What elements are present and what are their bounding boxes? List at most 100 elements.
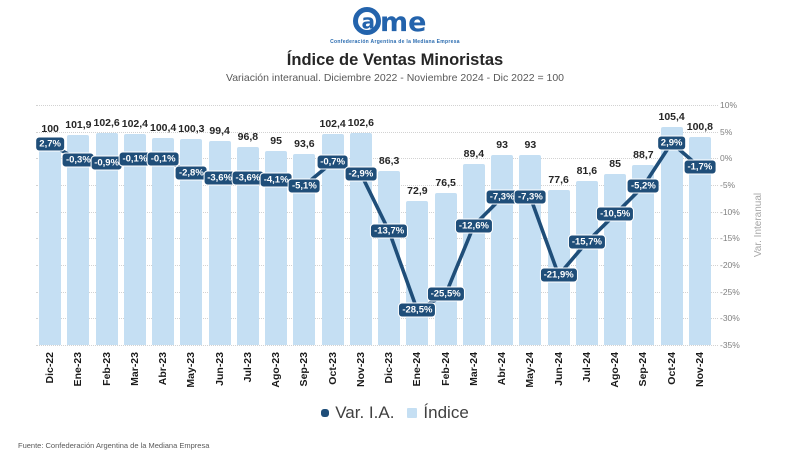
variation-point-label: -7,3% xyxy=(513,189,547,205)
chart-legend: Var. I.A. Índice xyxy=(0,401,790,425)
x-axis-label: Nov-24 xyxy=(693,352,706,388)
variation-point-label: -2,8% xyxy=(174,165,208,181)
x-axis-label: Oct-23 xyxy=(326,352,339,385)
index-bar xyxy=(67,134,90,345)
index-bar xyxy=(434,193,457,345)
legend-label: Var. I.A. xyxy=(335,403,395,422)
source-note: Fuente: Confederación Argentina de la Me… xyxy=(18,441,210,450)
x-axis-label: Jul-24 xyxy=(580,352,593,383)
y-axis-tick-label: -5% xyxy=(720,180,736,190)
index-bar-value-label: 85 xyxy=(609,157,621,170)
index-bar-value-label: 100,3 xyxy=(178,122,205,135)
variation-point-label: -0,1% xyxy=(118,151,152,167)
variation-point-label: 2,7% xyxy=(35,136,65,152)
plot-area: 100 101,9 102,6 102,4 100,4 100,3 99,4 96,8 95 93… xyxy=(35,105,718,346)
index-bar xyxy=(660,126,683,345)
index-bar-value-label: 102,6 xyxy=(347,117,375,130)
index-bar-value-label: 99,4 xyxy=(209,124,230,137)
gridline xyxy=(36,345,718,346)
index-bar xyxy=(123,133,146,345)
svg-text:me: me xyxy=(380,7,426,38)
x-axis-label: Abr-23 xyxy=(157,352,170,386)
index-bar xyxy=(632,165,655,345)
legend-item: Var. I.A. xyxy=(321,403,394,423)
index-bar-value-label: 86,3 xyxy=(378,154,400,167)
y-axis-tick-label: -20% xyxy=(720,260,740,270)
y-axis-tick-label: -35% xyxy=(720,340,740,350)
x-axis-label: Jun-23 xyxy=(213,352,226,386)
x-axis-label: Jun-24 xyxy=(552,352,565,386)
y-axis-tick-label: -25% xyxy=(720,286,740,297)
variation-point-label: -0,3% xyxy=(61,152,95,168)
x-axis-label: Sep-23 xyxy=(298,352,311,387)
variation-point-label: -12,6% xyxy=(454,218,493,234)
x-axis-label: Ene-23 xyxy=(72,352,85,387)
index-bar-value-label: 77,6 xyxy=(548,174,569,187)
variation-point-label: -3,6% xyxy=(203,170,237,186)
index-bar xyxy=(293,153,316,345)
x-axis-label: Ene-24 xyxy=(411,352,424,387)
legend-item: Índice xyxy=(407,403,469,423)
variation-point-label: -1,7% xyxy=(683,159,717,175)
variation-point-label: -2,9% xyxy=(344,166,378,182)
x-axis-label: Ago-24 xyxy=(609,352,622,388)
x-axis-label: Ago-23 xyxy=(270,352,283,388)
index-bar-value-label: 89,4 xyxy=(463,147,485,160)
y-axis-title: Var. Interanual xyxy=(753,192,764,258)
index-bar-value-label: 93 xyxy=(524,139,537,152)
index-bar-value-label: 100 xyxy=(41,123,59,136)
index-bar xyxy=(208,140,231,345)
index-bar-value-label: 95 xyxy=(270,134,282,147)
gridline xyxy=(36,105,718,106)
index-bar-value-label: 93 xyxy=(496,139,508,152)
index-bar-value-label: 101,9 xyxy=(65,118,92,131)
index-bar xyxy=(95,133,118,345)
index-bar xyxy=(462,163,485,345)
legend-marker-icon xyxy=(407,408,418,418)
index-bar-value-label: 72,9 xyxy=(407,185,428,198)
index-bar-value-label: 76,5 xyxy=(435,177,456,189)
gridline xyxy=(36,131,718,133)
variation-point-label: 2,9% xyxy=(656,135,687,151)
x-axis-label: Sep-24 xyxy=(637,352,650,387)
index-bar xyxy=(378,170,401,345)
x-axis-label: Dic-22 xyxy=(44,352,57,384)
x-axis-label: Mar-24 xyxy=(467,352,480,386)
y-axis-tick-label: 0% xyxy=(720,153,733,164)
variation-point-label: -13,7% xyxy=(370,223,409,239)
index-bar-value-label: 100,4 xyxy=(149,122,177,135)
y-axis-tick-label: -30% xyxy=(720,313,740,324)
variation-point-label: -15,7% xyxy=(567,234,606,250)
index-bar-value-label: 100,8 xyxy=(686,121,714,134)
logo-tagline: Confederación Argentina de la Mediana Em… xyxy=(330,39,460,45)
page-subtitle: Variación interanual. Diciembre 2022 - N… xyxy=(225,72,565,84)
x-axis-label: Mar-23 xyxy=(128,352,141,386)
gridline xyxy=(36,318,718,320)
x-axis-label: May-23 xyxy=(185,352,198,388)
index-bar-value-label: 88,7 xyxy=(633,149,654,162)
y-axis-tick-label: 5% xyxy=(720,126,733,137)
gridline xyxy=(36,158,718,160)
x-axis-label: Feb-23 xyxy=(100,352,113,386)
y-axis-tick-label: -15% xyxy=(720,233,740,244)
variation-point-label: -0,1% xyxy=(146,151,180,167)
page-title: Índice de Ventas Minoristas xyxy=(286,51,504,69)
index-bar xyxy=(152,138,175,345)
index-bar xyxy=(39,139,62,345)
variation-point-label: -3,6% xyxy=(231,170,265,186)
legend-label: Índice xyxy=(423,403,469,422)
gridline xyxy=(36,265,718,266)
gridline xyxy=(36,211,718,213)
index-bar xyxy=(265,150,288,345)
index-bar xyxy=(688,137,711,345)
x-axis-label: Feb-24 xyxy=(439,352,452,386)
variation-point-label: -28,5% xyxy=(398,302,437,318)
index-bar-value-label: 93,6 xyxy=(294,137,315,150)
index-bar xyxy=(575,181,598,345)
x-axis-label: Nov-23 xyxy=(354,352,367,388)
x-axis-label: Jul-23 xyxy=(241,352,254,383)
index-bar xyxy=(236,146,259,345)
index-bar xyxy=(321,133,344,345)
legend-marker-icon xyxy=(321,409,330,417)
